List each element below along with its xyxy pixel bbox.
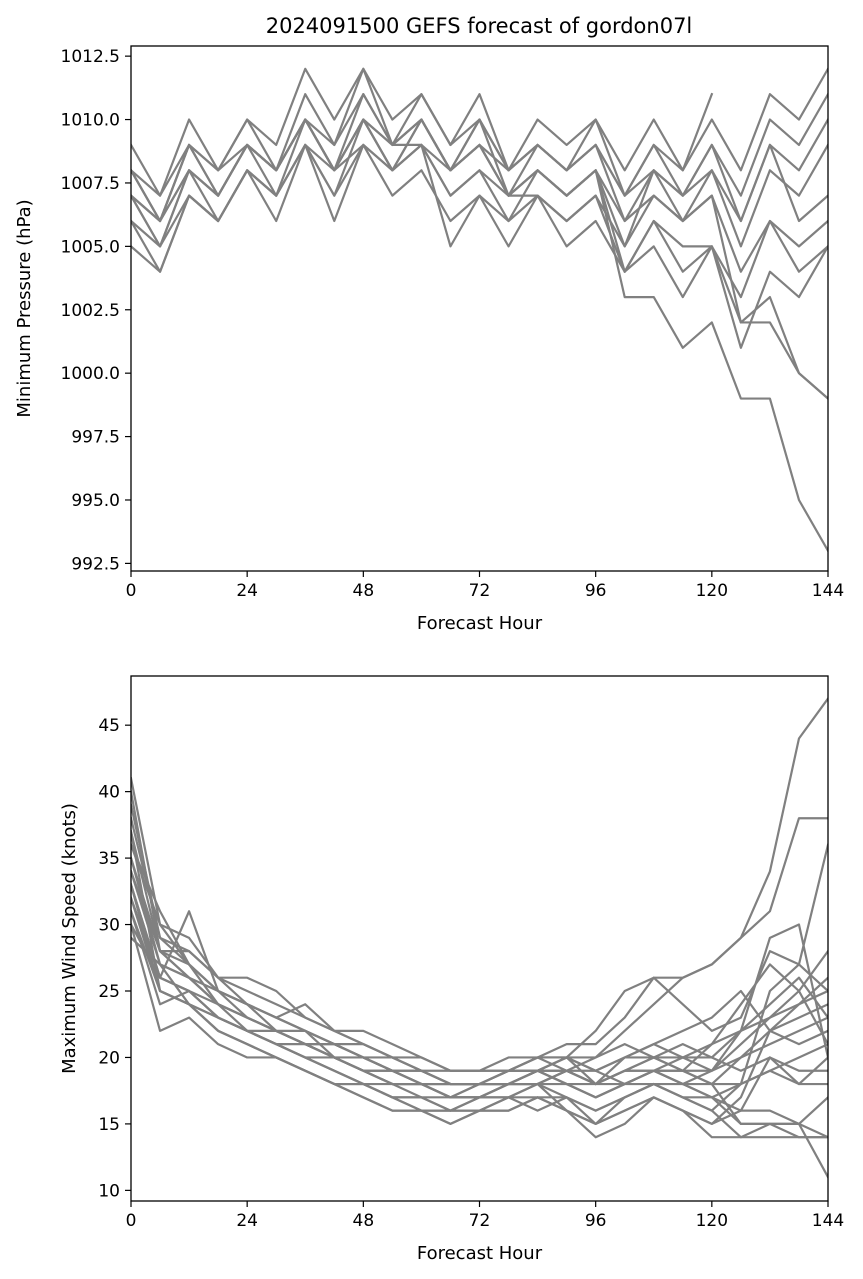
pressure-y-tick-label: 1000.0 bbox=[61, 364, 120, 384]
wind-y-axis-label: Maximum Wind Speed (knots) bbox=[59, 803, 80, 1074]
wind-y-tick-label: 10 bbox=[98, 1181, 120, 1201]
wind-y-tick-label: 40 bbox=[98, 783, 120, 803]
wind-x-tick-label: 72 bbox=[469, 1211, 491, 1231]
wind-x-tick-label: 144 bbox=[812, 1211, 844, 1231]
wind-x-tick-label: 120 bbox=[696, 1211, 728, 1231]
wind-series-line-12 bbox=[131, 883, 828, 1139]
pressure-series-group bbox=[131, 67, 828, 553]
wind-y-tick-label: 15 bbox=[98, 1115, 120, 1135]
wind-x-tick-label: 24 bbox=[236, 1211, 258, 1231]
pressure-series-line-12 bbox=[131, 93, 828, 223]
wind-y-tick-label: 35 bbox=[98, 849, 120, 869]
wind-y-tick-label: 30 bbox=[98, 916, 120, 936]
pressure-y-tick-label: 992.5 bbox=[71, 554, 120, 574]
pressure-y-tick-label: 997.5 bbox=[71, 428, 120, 448]
pressure-x-tick-label: 48 bbox=[353, 581, 375, 601]
wind-y-tick-label: 25 bbox=[98, 982, 120, 1002]
pressure-y-axis-label: Minimum Pressure (hPa) bbox=[14, 199, 35, 417]
wind-x-tick-label: 0 bbox=[126, 1211, 137, 1231]
pressure-y-tick-label: 1002.5 bbox=[61, 301, 120, 321]
pressure-y-tick-label: 1010.0 bbox=[61, 111, 120, 131]
wind-y-tick-label: 20 bbox=[98, 1048, 120, 1068]
pressure-x-tick-label: 96 bbox=[585, 581, 607, 601]
wind-series-line-22 bbox=[131, 830, 828, 1139]
pressure-x-tick-label: 24 bbox=[236, 581, 258, 601]
pressure-y-tick-label: 1012.5 bbox=[61, 47, 120, 67]
pressure-x-tick-label: 120 bbox=[696, 581, 728, 601]
figure-title: 2024091500 GEFS forecast of gordon07l bbox=[266, 14, 693, 38]
pressure-x-tick-label: 72 bbox=[469, 581, 491, 601]
pressure-y-tick-label: 1007.5 bbox=[61, 174, 120, 194]
pressure-y-tick-label: 1005.0 bbox=[61, 237, 120, 257]
wind-series-group bbox=[131, 697, 828, 1179]
pressure-y-tick-label: 995.0 bbox=[71, 491, 120, 511]
pressure-x-tick-label: 144 bbox=[812, 581, 844, 601]
wind-x-tick-label: 96 bbox=[585, 1211, 607, 1231]
wind-x-tick-label: 48 bbox=[353, 1211, 375, 1231]
wind-panel: 0 24 48 72 96 120 144 10 15 20 25 30 35 40 45 Forecast … bbox=[59, 675, 844, 1264]
pressure-x-axis-label: Forecast Hour bbox=[417, 613, 543, 634]
pressure-x-tick-label: 0 bbox=[126, 581, 137, 601]
wind-x-axis-label: Forecast Hour bbox=[417, 1243, 543, 1264]
wind-y-tick-label: 45 bbox=[98, 716, 120, 736]
pressure-panel: 0 24 48 72 96 120 144 992.5 995.0 997.5 1000.0 1002… bbox=[14, 45, 844, 634]
